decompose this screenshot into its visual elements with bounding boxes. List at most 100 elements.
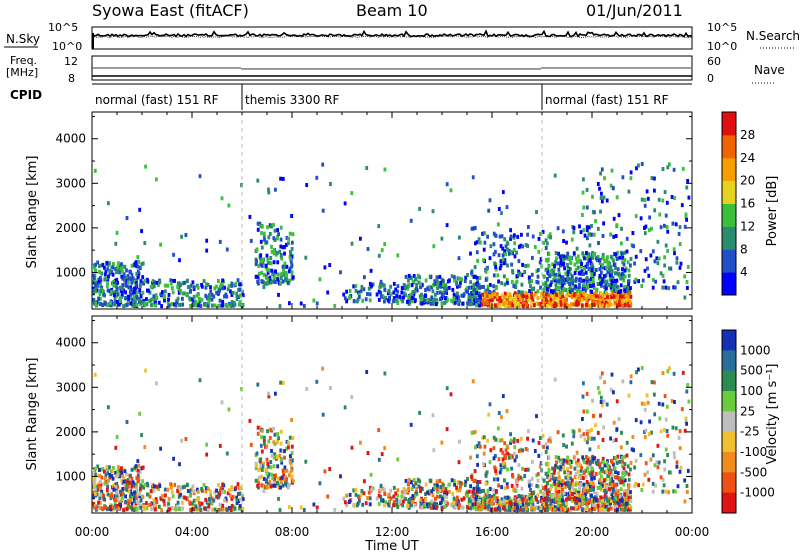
freq-axis-top: 12 (64, 55, 78, 68)
velocity-cell (121, 490, 124, 495)
power-cell (547, 272, 551, 277)
velocity-cell (590, 499, 593, 504)
power-cell (232, 303, 235, 308)
power-cell (248, 214, 252, 219)
velocity-cell (424, 482, 428, 487)
power-cell (135, 292, 138, 297)
power-cell (199, 304, 203, 308)
velocity-cell (584, 474, 588, 479)
velocity-cell (148, 494, 152, 499)
velocity-cell (103, 469, 106, 474)
power-cell (582, 205, 586, 210)
power-cell (129, 270, 132, 275)
power-cell (469, 251, 472, 256)
power-cell (474, 274, 477, 279)
power-cell (612, 294, 616, 299)
velocity-cell (132, 508, 136, 512)
power-cell (536, 296, 540, 301)
power-cell (681, 166, 685, 171)
velocity-cell (445, 427, 449, 432)
power-cell (226, 287, 230, 292)
velocity-cell (498, 507, 502, 512)
velocity-cell (139, 505, 143, 510)
freq-trace (91, 67, 692, 77)
power-cell (443, 290, 447, 295)
velocity-cell (634, 458, 638, 463)
velocity-cell (117, 506, 121, 511)
nsky-strip-frame (91, 26, 693, 50)
velocity-cell (514, 498, 517, 503)
velocity-cell (428, 478, 432, 483)
power-cell (496, 297, 499, 302)
power-cell (95, 288, 99, 293)
velocity-cell (119, 502, 122, 507)
power-cell (131, 276, 135, 281)
velocity-cell (678, 469, 682, 474)
velocity-cell (622, 466, 626, 471)
velocity-cell (605, 490, 608, 495)
velocity-cell (582, 470, 586, 475)
power-cell (218, 284, 222, 289)
power-cell (610, 254, 613, 259)
velocity-cell (493, 465, 496, 470)
power-cell (96, 283, 99, 288)
velocity-cell (562, 485, 566, 490)
power-cell (511, 270, 515, 275)
velocity-cell (594, 460, 598, 465)
velocity-cell (475, 491, 479, 496)
velocity-cell (239, 497, 242, 502)
power-cell (288, 301, 291, 306)
power-cell (288, 269, 291, 274)
power-cell (113, 293, 116, 298)
velocity-cell (204, 497, 208, 502)
power-cell (653, 176, 656, 181)
power-cell (274, 187, 277, 192)
velocity-cell (651, 453, 655, 458)
power-cell (259, 239, 263, 244)
power-cell (260, 259, 264, 264)
velocity-cell (504, 456, 507, 461)
power-cell (500, 293, 504, 298)
power-cell (579, 278, 583, 283)
colorbar-tick-label: 8 (740, 242, 748, 256)
velocity-cell (219, 486, 223, 491)
power-cell (602, 221, 605, 226)
power-cell (547, 234, 551, 239)
velocity-cell (563, 507, 567, 512)
power-cell (489, 304, 493, 308)
power-cell (442, 279, 445, 284)
velocity-cell (392, 500, 396, 505)
velocity-cell (99, 500, 102, 505)
velocity-cell (282, 472, 285, 477)
velocity-cell (492, 493, 496, 498)
velocity-cell (483, 498, 487, 503)
velocity-cell (593, 475, 596, 480)
power-cell (223, 285, 226, 290)
power-cell (94, 301, 98, 306)
power-cell (614, 288, 618, 293)
power-cell (650, 226, 653, 231)
velocity-cell (169, 485, 173, 490)
power-cell (621, 275, 624, 280)
velocity-cell (502, 499, 506, 504)
power-cell (416, 273, 420, 278)
power-cell (262, 234, 266, 239)
velocity-cell (594, 423, 597, 428)
power-cell (545, 292, 548, 297)
power-cell (543, 297, 546, 302)
velocity-cell (512, 487, 516, 492)
velocity-cell (138, 470, 142, 475)
power-cell (608, 294, 612, 299)
velocity-cell (590, 466, 594, 471)
velocity-cell (509, 438, 513, 443)
velocity-cell (357, 499, 361, 504)
velocity-cell (200, 501, 204, 506)
power-cell (627, 189, 631, 194)
velocity-cell (302, 508, 306, 512)
power-cell (285, 242, 288, 247)
power-cell (541, 229, 545, 234)
power-cell (413, 299, 417, 304)
velocity-cell (94, 505, 98, 510)
power-cell (611, 285, 615, 290)
velocity-cell (94, 491, 97, 496)
